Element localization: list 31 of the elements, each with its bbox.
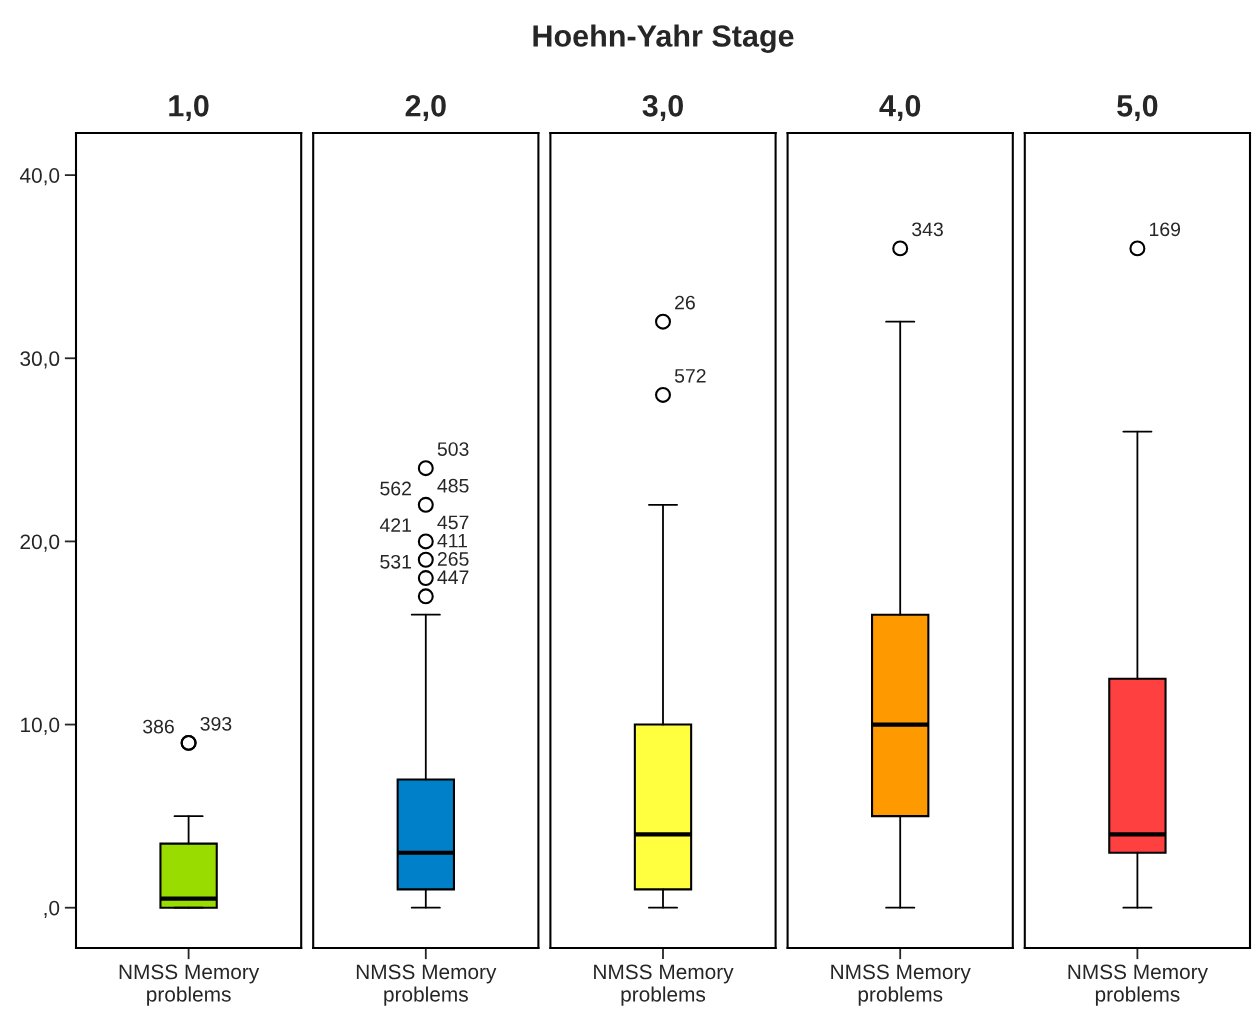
chart-subtitle: 3,0 xyxy=(642,95,683,122)
chart-subtitle: 1,0 xyxy=(169,95,209,122)
annotation: 503 xyxy=(437,442,469,456)
annotation: 531 xyxy=(380,554,411,569)
x-tick-label: NMSS Memory problems xyxy=(1068,964,1208,1006)
x-tick-label: NMSS Memory problems xyxy=(119,964,260,1006)
annotation: 393 xyxy=(200,716,232,731)
annotation: 411 xyxy=(437,533,467,548)
y-tick-label: 10,0 xyxy=(21,717,60,735)
annotation: 265 xyxy=(437,552,469,566)
chart-subtitle: 2,0 xyxy=(405,95,446,122)
y-tick-label: ,0 xyxy=(44,900,60,918)
annotation: 26 xyxy=(675,295,695,310)
x-tick-label: NMSS Memory problems xyxy=(594,964,734,1006)
annotation: 457 xyxy=(437,515,469,530)
annotation: 447 xyxy=(437,570,469,584)
annotation: 169 xyxy=(1149,222,1181,237)
chart-subtitle: 5,0 xyxy=(1117,95,1158,122)
annotation: 485 xyxy=(437,478,469,493)
annotation: 343 xyxy=(912,222,943,237)
chart-subtitle: 4,0 xyxy=(879,95,921,122)
annotation: 562 xyxy=(380,481,411,496)
y-tick-label: 30,0 xyxy=(20,351,60,369)
annotation: 421 xyxy=(379,518,411,532)
annotation: 572 xyxy=(674,368,706,383)
x-tick-label: NMSS Memory problems xyxy=(831,964,971,1006)
y-tick-label: 40,0 xyxy=(19,168,60,186)
y-tick-label: 20,0 xyxy=(20,534,60,552)
annotation: 386 xyxy=(143,719,174,734)
chart-title: Hoehn-Yahr Stage xyxy=(533,24,794,53)
x-tick-label: NMSS Memory problems xyxy=(356,964,497,1006)
